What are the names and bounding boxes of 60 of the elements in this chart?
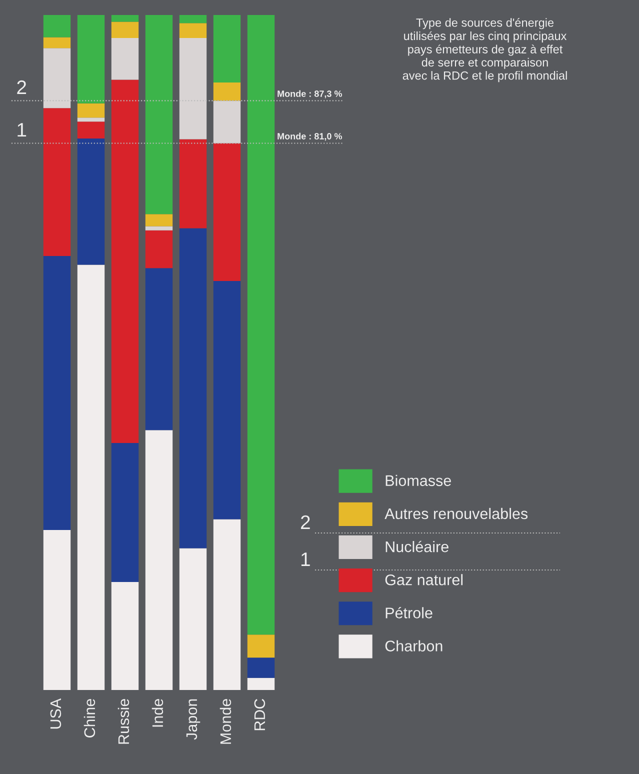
legend-label: Biomasse [386, 474, 451, 486]
bar [213, 100, 241, 144]
bar [179, 139, 207, 228]
bar [145, 214, 173, 226]
bar [43, 256, 71, 530]
bar [213, 82, 241, 101]
bar [179, 15, 207, 24]
text: 1 [18, 123, 26, 137]
bar [145, 15, 173, 214]
legend-label: Nucléaire [386, 540, 448, 552]
bar [247, 634, 275, 658]
x-tick-label: Monde [220, 699, 232, 744]
bar [111, 442, 139, 582]
bar [111, 22, 139, 38]
bar [179, 548, 207, 690]
x-tick-label: RDC [254, 698, 266, 730]
x-tick-label: Russie [118, 699, 130, 744]
bar [111, 80, 139, 443]
bar [43, 37, 71, 48]
bar [43, 15, 71, 38]
ref-line-label: Monde : 87,3 % [278, 90, 342, 98]
x-tick-label: Chine [84, 699, 96, 738]
bar [111, 38, 139, 80]
bar [145, 268, 173, 430]
text: 1 [301, 552, 310, 566]
bar [145, 230, 173, 268]
bar [77, 118, 105, 122]
bar [77, 15, 105, 104]
bar [213, 15, 241, 82]
legend-label: Pétrole [386, 606, 432, 618]
x-tick-label: Japon [186, 699, 200, 740]
text: 2 [300, 515, 310, 529]
text: 2 [17, 80, 26, 94]
bar [43, 108, 71, 256]
text: Type de sources d'énergie utilisées par les cinq principaux pays émetteurs de gaz à effet de serre et comparaison avec la RDC et le profil mondial [402, 18, 567, 82]
bar [179, 228, 207, 548]
bar [213, 143, 241, 281]
bar [247, 15, 275, 635]
bar [111, 15, 139, 22]
legend-label: Charbon [385, 640, 442, 652]
legend-label: Gaz naturel [385, 574, 463, 586]
bar [145, 226, 173, 230]
x-tick-label: USA [50, 698, 62, 729]
bar [179, 23, 207, 38]
legend-label: Autres renouvelables [384, 508, 528, 520]
bar [145, 430, 173, 690]
bar [111, 582, 139, 690]
bar [77, 122, 105, 139]
bar [179, 38, 207, 140]
ref-line-label: Monde : 81,0 % [278, 132, 342, 141]
bar [43, 48, 71, 108]
bar [77, 103, 105, 118]
bar [213, 280, 241, 520]
bar [213, 519, 241, 690]
bar [43, 530, 71, 690]
x-tick-label: Inde [152, 699, 164, 727]
bar [77, 264, 105, 690]
bar [247, 658, 275, 678]
bar [247, 678, 275, 690]
bar [77, 138, 105, 265]
